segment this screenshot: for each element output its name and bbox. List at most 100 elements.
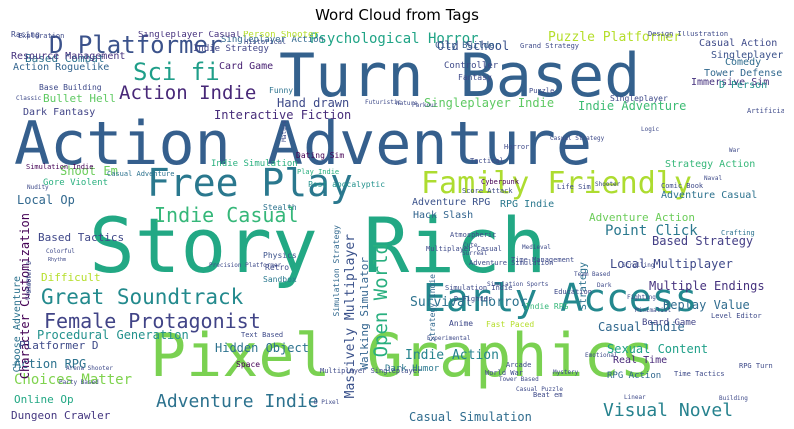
- word-76: Stealth: [263, 203, 297, 212]
- word-95: Strategy Indie: [428, 274, 437, 342]
- word-114: Time Tactics: [674, 370, 725, 378]
- word-28: Sexual Content: [607, 342, 709, 356]
- word-33: Choices Matter: [14, 372, 133, 388]
- word-117: Arcade: [506, 361, 532, 369]
- word-155: Multiplayer Casual: [426, 245, 502, 253]
- word-10: Sci fi: [133, 58, 220, 86]
- word-100: Cyberpunk: [481, 178, 519, 186]
- word-129: Comic Book: [661, 182, 704, 190]
- word-68: Adventure Casual: [661, 190, 758, 201]
- word-96: Indie RPG: [525, 302, 569, 311]
- word-59: Tower Defense: [704, 68, 783, 79]
- word-115: Life Sim: [557, 183, 591, 191]
- word-70: Fantasy: [458, 73, 492, 82]
- word-4: Free Play: [147, 161, 353, 205]
- word-25: Based Strategy: [652, 234, 754, 248]
- word-157: D Fighter: [454, 295, 492, 303]
- word-39: Local Op: [17, 193, 75, 207]
- word-79: Strategy: [578, 262, 589, 311]
- word-61: D Person: [719, 80, 768, 91]
- word-57: Singleplayer D: [711, 50, 784, 61]
- word-93: Base Building: [39, 83, 102, 92]
- word-44: Online Op: [14, 393, 74, 406]
- word-84: Play Indie: [297, 168, 340, 176]
- word-31: Survival Horror: [410, 295, 528, 310]
- word-73: Physics: [263, 251, 297, 260]
- word-134: Mature: [281, 120, 288, 142]
- word-32: Indie Action: [405, 348, 499, 363]
- word-9: D Platformer: [49, 31, 223, 59]
- word-135: Text Based: [241, 331, 284, 339]
- word-1: Action Adventure: [14, 109, 592, 179]
- word-40: Based Tactics: [38, 231, 125, 244]
- word-130: Naval: [704, 175, 723, 182]
- word-136: Time Management: [511, 256, 575, 264]
- word-13: Adventure Indie: [156, 391, 319, 412]
- word-26: Replay Value: [663, 298, 750, 312]
- word-36: Hidden Object: [215, 341, 309, 355]
- word-159: Team Based: [574, 271, 611, 278]
- word-105: Score Attack: [462, 187, 513, 195]
- word-0: Story Rich: [89, 201, 547, 290]
- word-151: Logic: [641, 126, 660, 133]
- word-7: Great Soundtrack: [41, 285, 244, 309]
- word-20: Indie Adventure: [578, 99, 687, 113]
- word-145: Scrolling: [622, 262, 655, 269]
- word-108: Parkour: [412, 102, 438, 109]
- word-78: RPG Action: [607, 371, 662, 381]
- word-104: Design Illustration: [648, 31, 729, 38]
- word-92: Person Shooter: [243, 31, 319, 40]
- word-89: Singleplayer Action: [221, 35, 324, 45]
- word-65: RPG Indie: [500, 199, 555, 210]
- word-91: Indie Strategy: [193, 44, 269, 54]
- word-83: Dating Sim: [296, 151, 345, 160]
- word-52: Card Game: [219, 61, 274, 72]
- word-109: Cute: [463, 242, 478, 249]
- word-23: Multiple Endings: [649, 279, 765, 293]
- word-152: War: [729, 147, 740, 154]
- word-37: Casual Simulation: [409, 410, 532, 421]
- word-3: Pixel Graphics: [150, 321, 656, 391]
- word-47: Action Roguelike: [13, 62, 110, 73]
- word-147: Emotional: [585, 352, 618, 359]
- word-72: Anime: [449, 319, 474, 328]
- word-54: City Builder: [435, 41, 501, 51]
- word-34: Action RPG: [14, 357, 87, 371]
- word-48: Based Combat: [25, 52, 105, 65]
- word-74: Retro: [265, 263, 290, 272]
- word-30: Walking Simulator: [358, 257, 371, 370]
- word-138: Arena Shooter: [66, 365, 113, 372]
- word-137: Multiplayer Singleplayer: [320, 367, 422, 375]
- word-41: Difficult: [41, 271, 101, 284]
- word-111: Education: [554, 288, 592, 296]
- word-87: Simulation Indie: [26, 163, 94, 171]
- word-21: Point Click: [605, 223, 698, 239]
- word-62: Dark Humor: [385, 364, 440, 374]
- word-11: Action Indie: [119, 82, 257, 104]
- word-55: Puzzle Platformer: [548, 31, 682, 45]
- word-86: Simulation Strategy: [332, 225, 341, 317]
- word-46: Choose Adventure: [12, 276, 23, 373]
- word-8: Female Protagonist: [44, 309, 261, 333]
- word-102: Historical: [244, 38, 287, 46]
- word-146: Minimalist: [635, 307, 672, 314]
- word-141: Party Based: [59, 379, 99, 386]
- word-119: Precision Platformer: [209, 262, 282, 269]
- word-113: RPG Turn: [739, 362, 773, 370]
- word-120: Atmospheric: [450, 231, 497, 239]
- word-38: Shoot Em: [60, 164, 118, 178]
- word-94: Space: [236, 360, 261, 369]
- word-116: Classic: [16, 95, 42, 102]
- word-75: Sandbox: [263, 275, 297, 284]
- word-18: Interactive Fiction: [214, 108, 352, 122]
- word-125: World War: [485, 369, 523, 377]
- word-150: Shooter: [595, 181, 621, 188]
- word-80: Fast Paced: [486, 320, 535, 329]
- word-35: Procedural Generation: [37, 328, 189, 342]
- word-121: Surreal: [462, 250, 488, 257]
- word-43: Platformer D: [19, 339, 99, 352]
- word-99: Tactical: [470, 157, 504, 165]
- word-143: Casual Strategy: [550, 135, 605, 142]
- word-cloud: Story Rich Action Adventure Turn Based Pixe…: [11, 31, 784, 421]
- word-132: Violent: [25, 275, 32, 301]
